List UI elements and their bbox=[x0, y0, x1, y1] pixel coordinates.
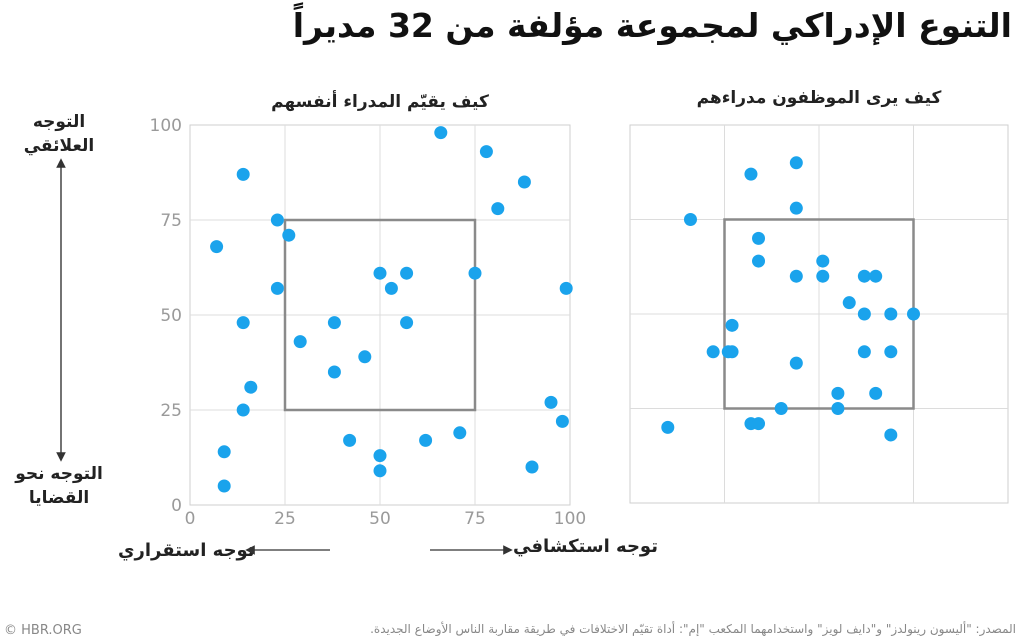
left-data-point bbox=[236, 167, 250, 181]
right-data-point bbox=[907, 307, 920, 321]
right-data-point bbox=[706, 345, 720, 359]
y-tick-label: 0 bbox=[171, 496, 182, 516]
left-data-point bbox=[491, 202, 505, 216]
left-data-point bbox=[555, 414, 569, 428]
left-data-point bbox=[270, 281, 284, 295]
left-data-point bbox=[434, 126, 448, 140]
left-data-point bbox=[270, 213, 284, 227]
right-data-point bbox=[857, 345, 871, 359]
left-data-point bbox=[373, 464, 387, 478]
y-axis-top-label: التوجه العلائقي bbox=[23, 112, 95, 156]
left-data-point bbox=[453, 426, 467, 440]
right-data-point bbox=[752, 231, 766, 245]
right-data-point bbox=[869, 269, 883, 283]
right-panel-title: كيف يرى الموظفون مدراءهم bbox=[696, 88, 942, 108]
y-tick-label: 100 bbox=[150, 116, 182, 136]
right-data-point bbox=[831, 402, 845, 415]
right-data-point bbox=[816, 254, 830, 268]
left-data-point bbox=[373, 449, 387, 463]
chart-title: التنوع الإدراكي لمجموعة مؤلفة من 32 مدير… bbox=[292, 6, 1012, 45]
left-data-point bbox=[419, 433, 433, 447]
footer-brand: © HBR.ORG bbox=[4, 623, 82, 638]
left-data-point bbox=[479, 145, 493, 159]
y-tick-label: 75 bbox=[160, 211, 182, 231]
left-center-box bbox=[283, 218, 477, 412]
left-data-point bbox=[210, 240, 224, 254]
right-data-point bbox=[752, 254, 766, 268]
x-tick-label: 100 bbox=[554, 509, 586, 529]
left-data-point bbox=[468, 266, 482, 280]
left-data-point bbox=[327, 316, 341, 330]
right-data-point bbox=[752, 417, 766, 431]
left-data-point bbox=[217, 479, 231, 493]
left-data-point bbox=[244, 380, 258, 394]
left-data-point bbox=[517, 175, 531, 189]
left-data-point bbox=[400, 316, 414, 330]
x-tick-label: 50 bbox=[369, 509, 391, 529]
right-data-point bbox=[744, 167, 758, 181]
left-data-point bbox=[282, 228, 296, 242]
right-data-point bbox=[683, 213, 697, 226]
left-data-point bbox=[373, 266, 387, 280]
y-tick-label: 25 bbox=[160, 401, 182, 421]
y-tick-label: 50 bbox=[160, 306, 182, 326]
left-data-point bbox=[358, 350, 372, 364]
x-tick-label: 25 bbox=[274, 509, 296, 529]
left-data-point bbox=[217, 445, 231, 459]
right-data-point bbox=[884, 307, 898, 321]
right-data-point bbox=[816, 269, 830, 283]
right-data-point bbox=[789, 356, 803, 370]
left-data-point bbox=[559, 281, 573, 295]
right-data-point bbox=[869, 386, 883, 400]
left-data-point bbox=[236, 403, 250, 417]
right-data-point bbox=[857, 307, 871, 321]
left-data-point bbox=[525, 460, 539, 474]
left-data-point bbox=[544, 395, 558, 409]
footer-source: المصدر: "أليسون رينولدز" و"دايف لويز" وا… bbox=[370, 622, 1016, 636]
left-panel-title: كيف يقيّم المدراء أنفسهم bbox=[271, 92, 489, 112]
y-axis-bottom-label: التوجه نحو القضايا bbox=[15, 464, 103, 508]
right-data-point bbox=[661, 420, 675, 434]
right-data-point bbox=[789, 269, 803, 283]
left-data-point bbox=[293, 335, 307, 349]
right-data-point bbox=[831, 386, 845, 400]
x-axis-right-label: توجه استكشافي bbox=[513, 536, 658, 557]
right-data-point bbox=[884, 345, 898, 359]
x-axis-left-label: توجه استقراري bbox=[118, 540, 255, 561]
right-data-point bbox=[857, 269, 871, 283]
left-data-point bbox=[384, 281, 398, 295]
right-data-point bbox=[884, 428, 898, 442]
right-data-point bbox=[789, 156, 803, 170]
right-data-point bbox=[842, 296, 856, 310]
x-tick-label: 0 bbox=[185, 509, 196, 529]
left-data-point bbox=[400, 266, 414, 280]
right-data-point bbox=[725, 345, 739, 359]
x-tick-label: 75 bbox=[464, 509, 486, 529]
right-data-point bbox=[725, 318, 739, 332]
right-data-point bbox=[789, 201, 803, 215]
left-data-point bbox=[236, 316, 250, 330]
left-data-point bbox=[343, 433, 357, 447]
left-data-point bbox=[327, 365, 341, 379]
right-data-point bbox=[774, 402, 788, 415]
